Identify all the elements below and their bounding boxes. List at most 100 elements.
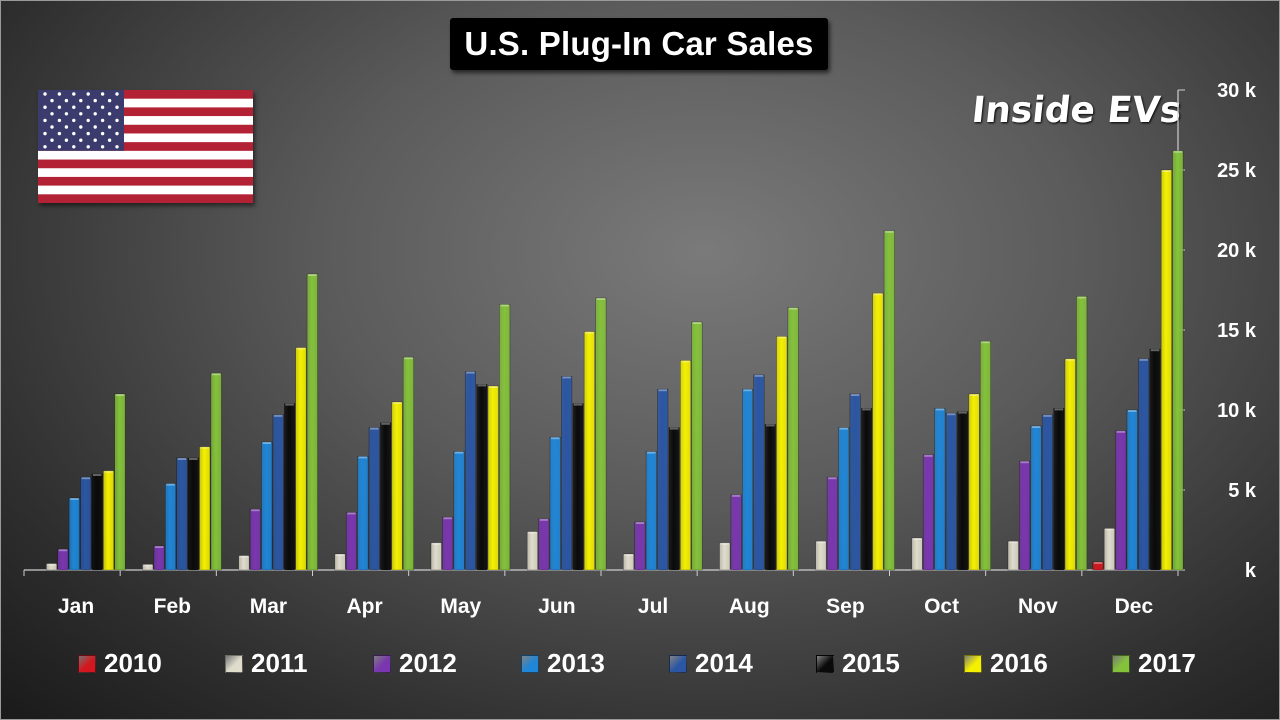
bar-2012-sep: [826, 476, 838, 571]
bar-highlight: [358, 456, 368, 459]
bar-highlight: [296, 347, 306, 350]
bar-highlight: [166, 483, 175, 486]
x-tick-label: Jun: [538, 595, 575, 618]
bar-2016-mar: [295, 347, 307, 571]
chart-title-box: U.S. Plug-In Car Sales: [450, 18, 828, 70]
bar-2016-apr: [391, 401, 403, 571]
bar-highlight: [1150, 349, 1160, 352]
bar-2012-jul: [634, 521, 646, 571]
bar-highlight: [873, 293, 883, 296]
legend-swatch-icon: [78, 654, 96, 673]
bar-highlight: [573, 403, 583, 406]
x-tick-label: Feb: [154, 595, 191, 618]
legend-item-2015: 2015: [816, 648, 900, 679]
bar-2011-jun: [526, 531, 539, 571]
bar-highlight: [1020, 461, 1029, 464]
bar-2016-nov: [1064, 358, 1076, 571]
legend-item-2013: 2013: [521, 648, 605, 679]
legend-swatch-icon: [521, 654, 539, 673]
bar-2015-mar: [283, 403, 296, 571]
bar-2014-jul: [657, 388, 669, 571]
bar-2016-jan: [103, 470, 115, 571]
bar-2014-dec: [1138, 358, 1150, 571]
legend-label: 2016: [990, 648, 1048, 678]
bar-2015-jan: [91, 473, 103, 571]
bar-highlight: [335, 554, 345, 556]
legend-item-2010: 2010: [78, 648, 162, 679]
bar-highlight: [947, 413, 956, 416]
bar-highlight: [1116, 430, 1126, 433]
bar-highlight: [1031, 426, 1041, 428]
bar-2015-sep: [860, 408, 873, 571]
bar-highlight: [477, 384, 487, 387]
bar-2013-nov: [1030, 425, 1042, 571]
y-tick-label: 10 k: [1217, 400, 1257, 422]
bar-2014-may: [464, 371, 477, 571]
legend-swatch-icon: [1112, 654, 1130, 673]
bar-highlight: [624, 554, 633, 556]
y-tick-label: 25 k: [1217, 160, 1257, 182]
legend-swatch-icon: [373, 654, 391, 673]
bar-highlight: [777, 336, 786, 339]
bar-highlight: [70, 498, 79, 500]
bar-highlight: [500, 304, 509, 307]
bar-2014-jan: [80, 476, 92, 571]
bar-2017-jun: [595, 297, 607, 571]
bar-2017-jan: [114, 393, 126, 571]
bar-highlight: [828, 477, 837, 480]
bar-highlight: [720, 542, 729, 545]
bar-highlight: [766, 424, 775, 427]
legend-label: 2014: [695, 648, 753, 678]
bar-2017-aug: [787, 307, 799, 571]
bar-2013-mar: [261, 441, 273, 571]
bar-2016-sep: [872, 292, 884, 571]
bar-2012-may: [442, 516, 454, 571]
bar-2015-apr: [380, 422, 392, 571]
bar-2017-oct: [979, 340, 992, 571]
bar-highlight: [839, 427, 848, 430]
y-tick-label: 30 k: [1217, 80, 1257, 102]
bar-2017-may: [499, 304, 511, 571]
bar-highlight: [1077, 296, 1086, 299]
x-tick-label: Sep: [826, 595, 865, 618]
bar-highlight: [1162, 170, 1171, 172]
bar-highlight: [1093, 562, 1103, 564]
bar-highlight: [489, 386, 498, 388]
bar-2011-nov: [1007, 540, 1019, 571]
legend-item-2012: 2012: [373, 648, 457, 679]
bar-highlight: [370, 427, 379, 430]
bar-highlight: [251, 509, 260, 512]
bar-highlight: [47, 563, 56, 566]
bar-2017-sep: [883, 230, 895, 571]
bar-highlight: [466, 371, 475, 374]
bar-2011-apr: [334, 553, 346, 571]
bar-2015-aug: [764, 424, 776, 571]
x-tick-label: Aug: [729, 595, 770, 618]
bar-highlight: [392, 402, 402, 404]
bar-highlight: [211, 373, 221, 376]
legend-swatch-icon: [964, 654, 982, 673]
bar-highlight: [81, 477, 90, 480]
bar-highlight: [58, 549, 68, 552]
bar-highlight: [1043, 414, 1052, 417]
bar-highlight: [347, 512, 356, 515]
bar-2013-dec: [1126, 409, 1138, 571]
bar-highlight: [539, 518, 549, 521]
bar-2012-dec: [1115, 430, 1127, 571]
bar-2011-sep: [815, 540, 827, 571]
bar-2016-jun: [583, 331, 596, 571]
x-tick-label: Mar: [250, 595, 287, 618]
bar-highlight: [788, 307, 798, 310]
bar-2013-jan: [68, 497, 80, 571]
legend-label: 2013: [547, 648, 605, 678]
bar-2012-jun: [538, 518, 550, 571]
bar-2015-jul: [668, 427, 680, 571]
bar-highlight: [754, 374, 764, 377]
legend-swatch-icon: [669, 654, 687, 673]
bar-2011-dec: [1103, 528, 1115, 571]
legend-swatch-icon: [225, 654, 243, 673]
bar-highlight: [935, 408, 945, 411]
x-tick-label: Jul: [638, 595, 668, 618]
bar-2013-aug: [741, 388, 754, 571]
bar-highlight: [743, 389, 752, 392]
